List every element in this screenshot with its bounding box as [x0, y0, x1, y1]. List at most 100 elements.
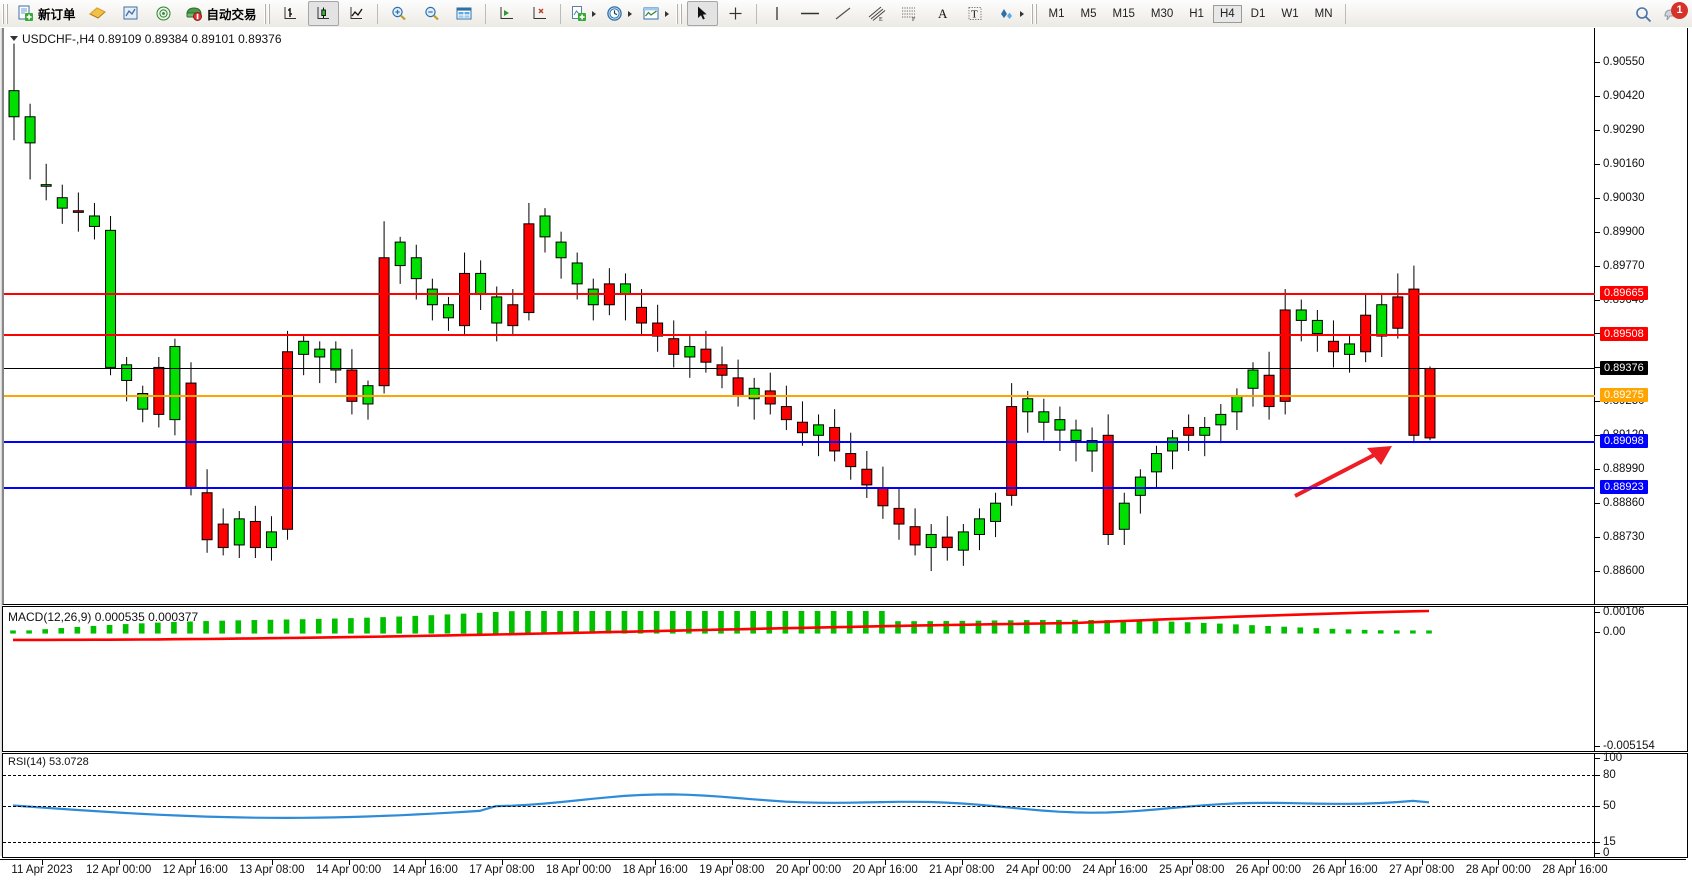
- rsi-tick-label: 15: [1603, 835, 1616, 848]
- price-level-label-resistance-1[interactable]: 0.89508: [1600, 326, 1648, 341]
- indicators-button[interactable]: [566, 1, 600, 26]
- fibonacci-button[interactable]: F: [894, 1, 925, 26]
- chevron-down-icon-2[interactable]: [627, 10, 632, 17]
- macd-tick: [1595, 631, 1600, 633]
- price-level-line-resistance-2[interactable]: [4, 293, 1595, 295]
- crosshair-icon: [729, 7, 742, 20]
- equidistant-channel-button[interactable]: E: [861, 1, 892, 26]
- candle: [394, 241, 406, 267]
- timeframe-m30[interactable]: M30: [1150, 7, 1174, 20]
- candle: [169, 346, 181, 421]
- price-axis[interactable]: 0.90550 0.90420 0.90290 0.90160 0.90030 0.899…: [1594, 28, 1687, 604]
- templates-icon: [643, 7, 659, 20]
- price-level-line-support-2[interactable]: [4, 486, 1595, 489]
- candle: [973, 518, 985, 536]
- objects-button[interactable]: [993, 1, 1028, 26]
- rsi-pane[interactable]: RSI(14) 53.0728 100 80 50 15 0: [2, 752, 1688, 859]
- timeframe-h1[interactable]: H1: [1189, 7, 1204, 20]
- price-plot[interactable]: [4, 28, 1595, 604]
- rsi-tick: [1595, 805, 1600, 807]
- price-level-line-pivot[interactable]: [4, 394, 1595, 397]
- timeframe-d1[interactable]: D1: [1250, 7, 1266, 20]
- autotrading-button[interactable]: 自动交易: [181, 1, 261, 26]
- candle: [941, 536, 953, 549]
- toolbar-grip-2[interactable]: [263, 3, 271, 24]
- time-label: 24 Apr 16:00: [1082, 864, 1148, 876]
- expert-advisors-button[interactable]: [82, 1, 113, 26]
- fibonacci-icon: F: [902, 7, 916, 22]
- macd-tick: [1595, 746, 1600, 747]
- price-tick-label: 0.90160: [1603, 157, 1645, 170]
- signals-button[interactable]: [148, 1, 179, 26]
- price-level-line-resistance-1[interactable]: [4, 333, 1595, 336]
- timeframe-m1[interactable]: M1: [1048, 7, 1065, 20]
- time-label: 14 Apr 00:00: [315, 864, 382, 876]
- candle: [539, 215, 551, 238]
- price-level-label-support-1[interactable]: 0.89098: [1600, 434, 1648, 449]
- toolbar-grip-4[interactable]: [1030, 3, 1038, 24]
- vertical-line-button[interactable]: [762, 1, 793, 26]
- period-button[interactable]: [602, 1, 636, 26]
- trend-arrow[interactable]: [1294, 446, 1392, 498]
- line-chart-button[interactable]: [341, 1, 372, 26]
- chevron-down-icon-3[interactable]: [664, 10, 669, 17]
- horizontal-line-button[interactable]: [795, 1, 826, 26]
- rsi-plot[interactable]: [3, 754, 1595, 857]
- chart-shift-icon: [533, 7, 546, 19]
- trendline-button[interactable]: [828, 1, 859, 26]
- new-order-button[interactable]: 新订单: [13, 1, 80, 26]
- toolbar-grip-3[interactable]: [675, 3, 683, 24]
- chevron-down-icon-4[interactable]: [1019, 10, 1024, 17]
- chart-shift-button[interactable]: [524, 1, 555, 26]
- chart-scrollbar[interactable]: [0, 28, 2, 856]
- toolbar-grip[interactable]: [2, 3, 9, 24]
- time-label: 14 Apr 16:00: [392, 864, 458, 876]
- price-level-line-support-1[interactable]: [4, 441, 1595, 444]
- timeframe-w1[interactable]: W1: [1281, 7, 1299, 20]
- timeframe-m15[interactable]: M15: [1112, 7, 1135, 20]
- candle: [282, 351, 294, 530]
- autotrading-label: 自动交易: [206, 8, 257, 22]
- label-button[interactable]: T: [960, 1, 991, 26]
- time-label: 26 Apr 16:00: [1312, 864, 1378, 876]
- candle: [571, 262, 583, 285]
- search-icon[interactable]: [1634, 5, 1654, 23]
- candle: [426, 288, 438, 306]
- zoom-out-button[interactable]: [416, 1, 447, 26]
- price-level-label-pivot[interactable]: 0.89275: [1600, 387, 1648, 402]
- macd-axis[interactable]: 0.00106 0.00 -0.005154: [1594, 606, 1687, 752]
- cursor-button[interactable]: [686, 1, 718, 26]
- price-level-label-current-price[interactable]: 0.89376: [1600, 361, 1648, 376]
- bar-chart-button[interactable]: [275, 1, 306, 26]
- candle: [1150, 453, 1162, 473]
- rsi-axis[interactable]: 100 80 50 15 0: [1594, 752, 1687, 859]
- price-level-label-support-2[interactable]: 0.88923: [1600, 479, 1648, 494]
- candle: [990, 502, 1002, 522]
- price-tick: [1595, 503, 1600, 505]
- timeframe-mn[interactable]: MN: [1314, 7, 1333, 20]
- price-tick-label: 0.88730: [1603, 531, 1645, 544]
- timeframe-m5[interactable]: M5: [1080, 7, 1097, 20]
- trendline-icon: [835, 7, 851, 20]
- candlestick-chart-button[interactable]: [307, 1, 339, 26]
- price-level-line-current-price[interactable]: [4, 368, 1595, 370]
- auto-scroll-button[interactable]: [491, 1, 522, 26]
- macd-plot[interactable]: [3, 607, 1595, 751]
- templates-button[interactable]: [638, 1, 673, 26]
- macd-pane[interactable]: MACD(12,26,9) 0.000535 0.000377 0.00106 0…: [2, 606, 1688, 752]
- data-window-button[interactable]: [449, 1, 480, 26]
- strategy-tester-button[interactable]: [115, 1, 146, 26]
- chart-menu-arrow-icon[interactable]: [10, 36, 18, 41]
- alerts-button[interactable]: 1: [1662, 1, 1688, 24]
- chevron-down-icon[interactable]: [591, 10, 596, 17]
- timeframe-h4[interactable]: H4: [1212, 4, 1242, 23]
- price-level-label-resistance-2[interactable]: 0.89665: [1600, 286, 1648, 300]
- text-button[interactable]: A: [927, 1, 958, 26]
- zoom-in-button[interactable]: [383, 1, 414, 26]
- crosshair-button[interactable]: [720, 1, 751, 26]
- rsi-tick: [1595, 841, 1600, 843]
- time-axis[interactable]: 11 Apr 2023 12 Apr 00:00 12 Apr 16:00 13 Ap…: [0, 859, 1686, 884]
- vertical-line-icon: [776, 7, 778, 20]
- price-pane[interactable]: USDCHF-,H4 0.89109 0.89384 0.89101 0.893…: [2, 28, 1688, 605]
- candle: [40, 184, 52, 187]
